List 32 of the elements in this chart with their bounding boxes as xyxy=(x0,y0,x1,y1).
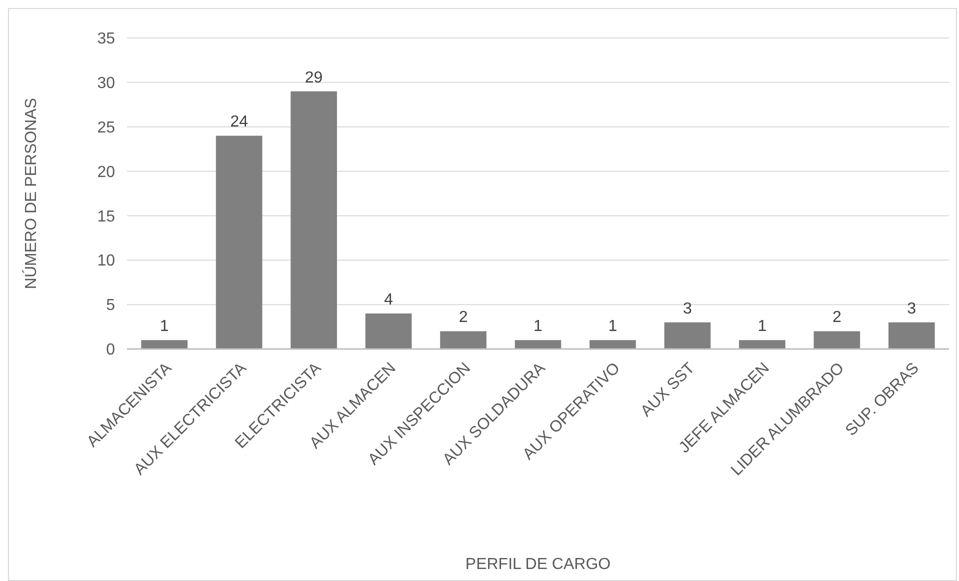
data-label: 4 xyxy=(384,291,394,308)
data-label: 24 xyxy=(230,114,248,131)
bar xyxy=(216,136,262,349)
bar xyxy=(888,322,935,349)
bar xyxy=(814,331,860,349)
data-label: 1 xyxy=(608,318,618,336)
bar xyxy=(290,91,337,349)
y-tick-label: 35 xyxy=(97,30,116,48)
y-tick-label: 30 xyxy=(97,75,116,92)
data-label: 1 xyxy=(534,318,543,336)
data-label: 1 xyxy=(160,318,169,336)
data-label: 3 xyxy=(907,300,916,318)
bar xyxy=(664,322,711,349)
data-label: 2 xyxy=(832,309,842,326)
bar xyxy=(590,340,636,349)
data-label: 1 xyxy=(758,318,767,336)
bar xyxy=(365,313,412,349)
y-tick-label: 25 xyxy=(97,119,116,136)
data-label: 29 xyxy=(304,69,323,86)
bar xyxy=(141,340,188,349)
data-label: 3 xyxy=(683,300,692,318)
data-label: 2 xyxy=(458,309,468,326)
bar xyxy=(739,340,786,349)
y-tick-label: 5 xyxy=(106,297,116,314)
y-tick-label: 15 xyxy=(97,208,116,226)
x-axis-title: PERFIL DE CARGO xyxy=(465,556,611,573)
y-tick-label: 0 xyxy=(106,342,116,359)
y-tick-label: 20 xyxy=(97,164,116,181)
y-axis-title: NÚMERO DE PERSONAS xyxy=(22,98,40,290)
y-tick-label: 10 xyxy=(97,252,116,270)
bar xyxy=(440,331,486,349)
bar xyxy=(514,340,562,349)
